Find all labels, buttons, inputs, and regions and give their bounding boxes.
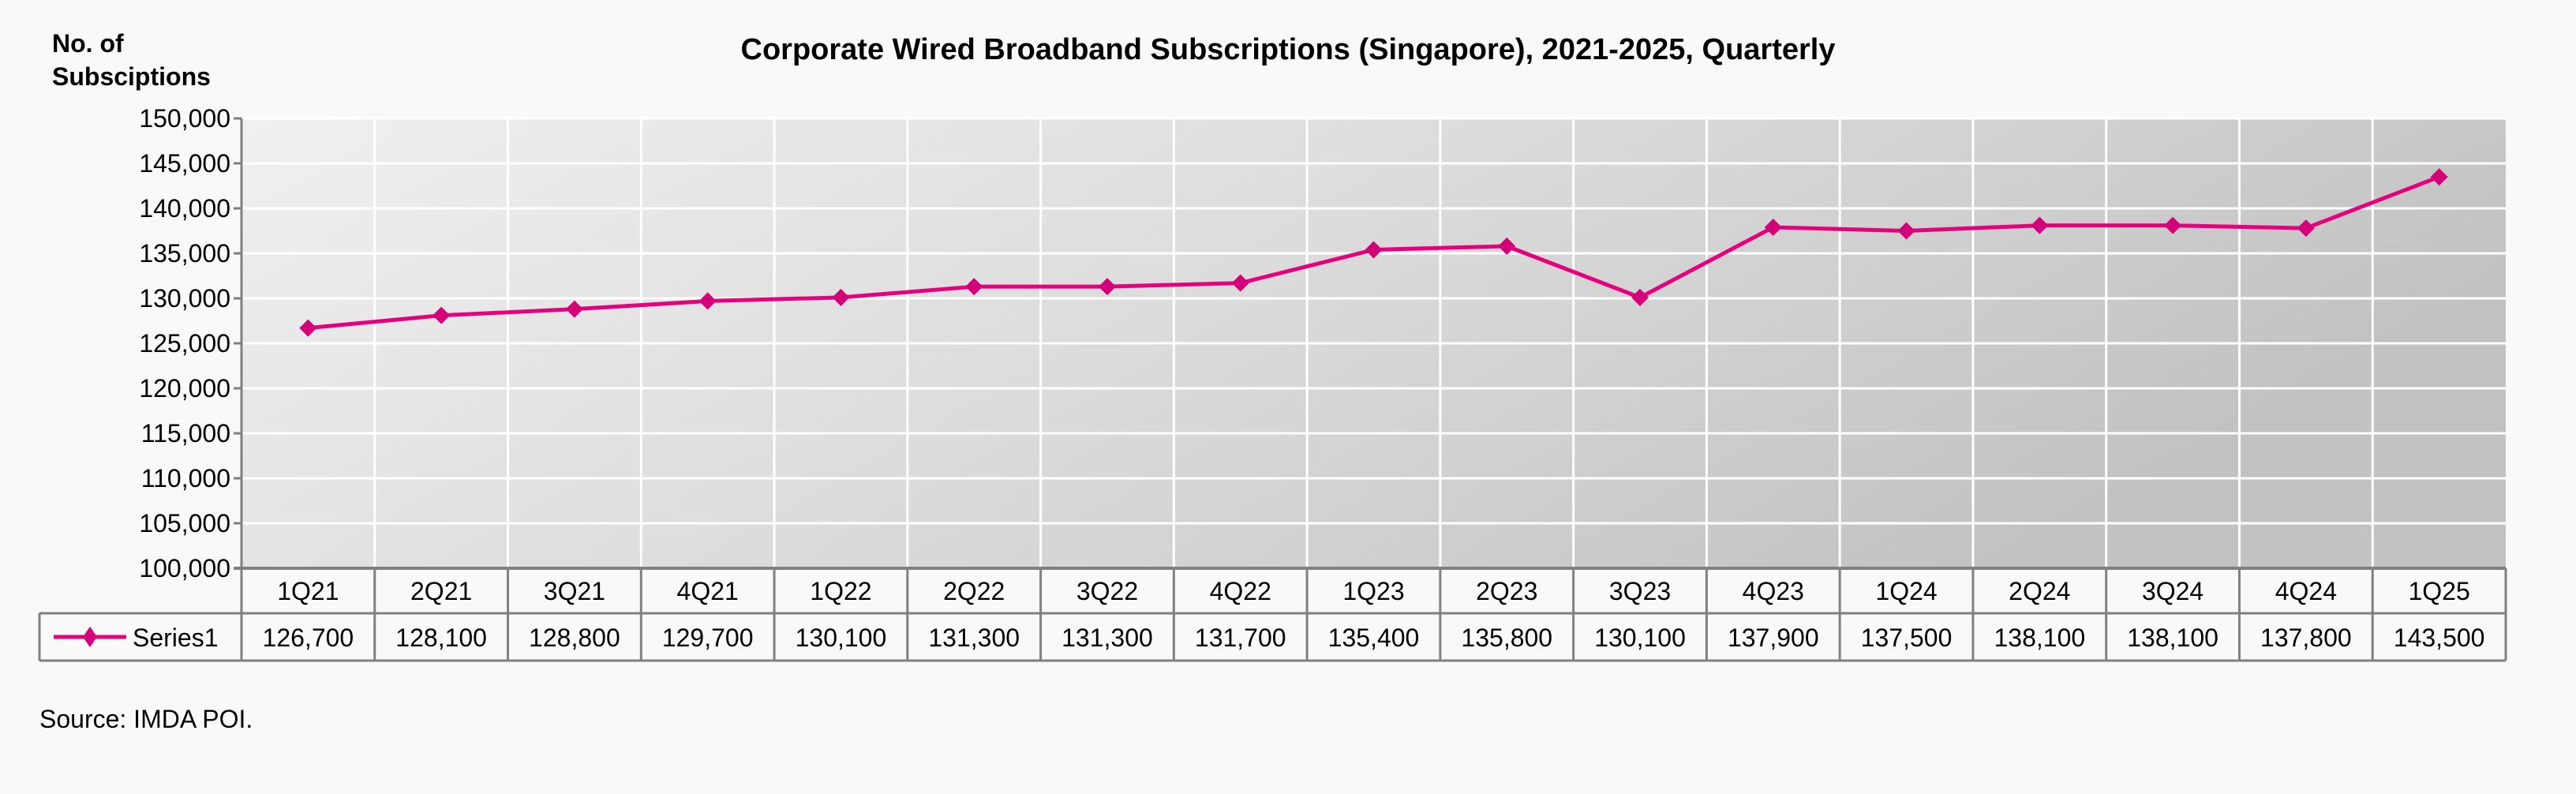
data-table-value: 137,800 <box>2260 624 2352 652</box>
data-table-value: 129,700 <box>662 624 754 652</box>
data-table-value: 130,100 <box>796 624 887 652</box>
y-axis-label-line2: Subsciptions <box>52 62 211 91</box>
x-category-label: 3Q23 <box>1609 577 1671 605</box>
data-table: 1Q21 126,700 2Q21 128,100 3Q21 128,800 4Q21 129… <box>38 567 2507 662</box>
gridlines <box>242 117 2506 568</box>
data-point-marker <box>565 300 583 318</box>
data-point-marker <box>1498 237 1516 255</box>
y-tick-label: 140,000 <box>139 194 230 223</box>
data-table-value: 128,800 <box>529 624 620 652</box>
data-point-marker <box>965 278 983 296</box>
data-table-value: 138,100 <box>2127 624 2218 652</box>
data-point-marker <box>432 306 451 324</box>
data-table-value: 137,900 <box>1728 624 1819 652</box>
axes: 100,000 105,000 110,000 115,000 120,000 125,0… <box>139 104 243 582</box>
source-note: Source: IMDA POI. <box>39 705 253 733</box>
x-category-label: 1Q21 <box>277 577 339 605</box>
legend-series-name: Series1 <box>133 624 219 652</box>
data-point-marker <box>698 292 717 310</box>
data-table-value: 135,400 <box>1328 624 1420 652</box>
data-table-value: 128,100 <box>395 624 487 652</box>
data-table-value: 131,700 <box>1195 624 1286 652</box>
x-category-label: 1Q25 <box>2408 577 2469 605</box>
data-table-value: 131,300 <box>1061 624 1153 652</box>
y-tick-label: 130,000 <box>139 284 230 313</box>
data-point-marker <box>2297 219 2315 238</box>
data-table-value: 143,500 <box>2394 624 2485 652</box>
x-category-label: 4Q23 <box>1743 577 1804 605</box>
x-category-label: 4Q22 <box>1210 577 1271 605</box>
data-table-value: 135,800 <box>1461 624 1552 652</box>
data-table-value: 137,500 <box>1861 624 1953 652</box>
data-point-marker <box>1631 288 1649 306</box>
data-table-value: 126,700 <box>263 624 354 652</box>
y-tick-label: 145,000 <box>139 149 230 178</box>
x-category-label: 1Q22 <box>810 577 871 605</box>
data-point-marker <box>2430 168 2448 186</box>
data-point-marker <box>1365 241 1383 259</box>
series-line <box>299 168 2448 337</box>
y-tick-label: 105,000 <box>139 509 230 537</box>
data-point-marker <box>1231 274 1249 292</box>
y-tick-label: 125,000 <box>139 329 230 358</box>
y-tick-label: 120,000 <box>139 374 230 403</box>
y-tick-label: 110,000 <box>141 464 230 493</box>
x-category-label: 2Q22 <box>943 577 1005 605</box>
data-point-marker <box>299 319 317 337</box>
x-category-label: 3Q22 <box>1076 577 1138 605</box>
y-tick-label: 150,000 <box>139 104 230 133</box>
data-point-marker <box>832 288 850 306</box>
data-point-marker <box>1897 222 1915 240</box>
x-category-label: 4Q21 <box>677 577 739 605</box>
x-category-label: 1Q24 <box>1875 577 1937 605</box>
data-point-marker <box>1764 218 1782 236</box>
data-table-value: 131,300 <box>928 624 1020 652</box>
x-category-label: 4Q24 <box>2275 577 2337 605</box>
data-point-marker <box>2164 216 2182 234</box>
data-point-marker <box>1098 278 1116 296</box>
data-table-value: 130,100 <box>1594 624 1686 652</box>
x-category-label: 2Q24 <box>2009 577 2070 605</box>
y-tick-label: 135,000 <box>139 239 230 268</box>
x-category-label: 3Q24 <box>2142 577 2203 605</box>
x-category-label: 3Q21 <box>544 577 605 605</box>
chart-title: Corporate Wired Broadband Subscriptions … <box>741 33 1836 66</box>
x-category-label: 1Q23 <box>1342 577 1404 605</box>
y-tick-label: 100,000 <box>139 554 230 582</box>
y-axis-label-line1: No. of <box>52 29 124 58</box>
x-category-label: 2Q21 <box>410 577 472 605</box>
legend-diamond-icon <box>83 627 97 647</box>
data-point-marker <box>2031 216 2049 234</box>
x-category-label: 2Q23 <box>1476 577 1537 605</box>
y-tick-label: 115,000 <box>141 419 230 448</box>
data-table-value: 138,100 <box>1994 624 2085 652</box>
